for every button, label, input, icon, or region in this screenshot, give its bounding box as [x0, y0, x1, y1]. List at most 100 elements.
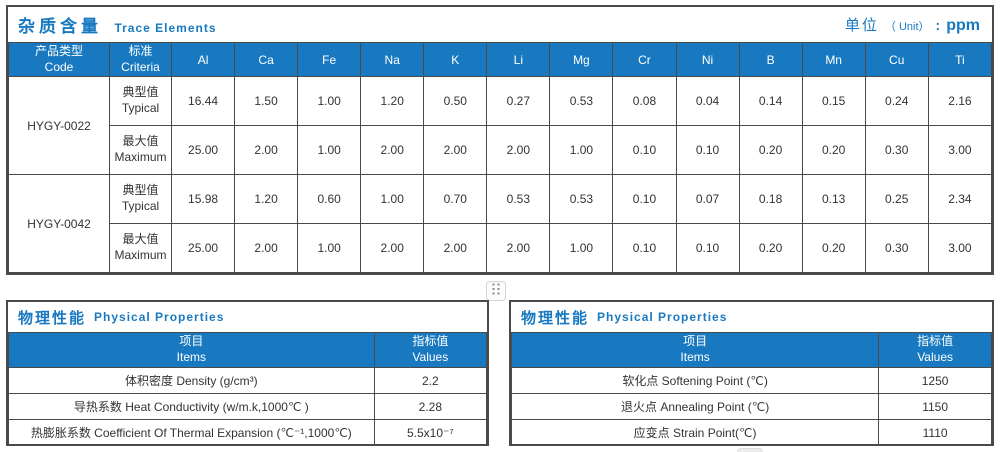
trace-value-cell: 0.30 — [864, 125, 929, 175]
trace-data-row: 最大值 Maximum 25.00 2.00 1.00 2.00 2.00 2.… — [9, 223, 993, 273]
trace-value-cell: 1.00 — [549, 125, 614, 175]
col-header-items: 项目 Items — [8, 332, 375, 368]
criteria-cell: 典型值 Typical — [109, 76, 172, 126]
trace-value-cell: 0.20 — [738, 223, 803, 273]
trace-value-cell: 1.00 — [360, 174, 425, 224]
trace-value-cell: 0.25 — [864, 174, 929, 224]
trace-value-cell: 0.18 — [738, 174, 803, 224]
phys-row: 软化点 Softening Point (℃) 1250 — [510, 367, 992, 394]
unit-label: 单位 （ Unit） : ppm — [845, 14, 980, 35]
trace-value-cell: 2.00 — [360, 125, 425, 175]
phys-item-cell: 软化点 Softening Point (℃) — [510, 367, 880, 394]
col-header-element: Li — [486, 42, 551, 77]
phys-right-title-en: Physical Properties — [597, 310, 728, 324]
col-header-element: Mn — [801, 42, 866, 77]
trace-value-cell: 2.00 — [486, 125, 551, 175]
col-header-code-en: Code — [44, 59, 74, 74]
trace-value-cell: 0.20 — [801, 125, 866, 175]
col-header-items-zh: 项目 — [179, 334, 204, 349]
trace-value-cell: 2.00 — [486, 223, 551, 273]
trace-value-cell: 3.00 — [927, 223, 993, 273]
trace-value-cell: 0.30 — [864, 223, 929, 273]
trace-value-cell: 0.04 — [675, 76, 740, 126]
trace-value-cell: 0.24 — [864, 76, 929, 126]
col-header-values: 指标值 Values — [878, 332, 992, 368]
trace-value-cell: 2.00 — [360, 223, 425, 273]
trace-value-cell: 1.00 — [297, 125, 362, 175]
phys-value-cell: 1250 — [878, 367, 992, 394]
trace-elements-table: 产品类型 Code 标准 Criteria Al Ca Fe Na K Li M… — [8, 42, 993, 273]
phys-item-cell: 热膨胀系数 Coefficient Of Thermal Expansion (… — [8, 419, 375, 446]
trace-value-cell: 0.53 — [549, 76, 614, 126]
drag-handle-partial[interactable] — [737, 448, 763, 452]
criteria-zh: 典型值 — [122, 183, 159, 198]
col-header-element: Cr — [612, 42, 677, 77]
trace-value-cell: 0.08 — [612, 76, 677, 126]
criteria-cell: 典型值 Typical — [109, 174, 172, 224]
trace-data-row: HYGY-0042 典型值 Typical 15.98 1.20 0.60 1.… — [8, 174, 993, 273]
criteria-zh: 最大值 — [122, 134, 159, 149]
trace-value-cell: 0.13 — [801, 174, 866, 224]
phys-value-cell: 2.28 — [373, 393, 488, 420]
trace-titlebar: 杂质含量 Trace Elements 单位 （ Unit） : ppm — [8, 7, 992, 42]
trace-value-cell: 16.44 — [170, 76, 236, 126]
col-header-items: 项目 Items — [510, 332, 880, 368]
trace-value-cell: 1.20 — [360, 76, 425, 126]
phys-row: 应变点 Strain Point(℃) 1110 — [510, 419, 992, 446]
trace-value-cell: 0.10 — [675, 223, 740, 273]
phys-value-cell: 2.2 — [373, 367, 488, 394]
criteria-zh: 最大值 — [122, 232, 159, 247]
trace-value-cell: 0.60 — [297, 174, 362, 224]
col-header-element: Cu — [864, 42, 929, 77]
col-header-items-zh: 项目 — [683, 334, 708, 349]
trace-data-row: 最大值 Maximum 25.00 2.00 1.00 2.00 2.00 2.… — [9, 125, 993, 175]
trace-value-cell: 2.00 — [234, 125, 299, 175]
criteria-en: Typical — [121, 101, 160, 115]
col-header-values-zh: 指标值 — [917, 334, 954, 349]
criteria-zh: 典型值 — [122, 85, 159, 100]
trace-value-cell: 1.00 — [549, 223, 614, 273]
col-header-values-en: Values — [917, 350, 953, 364]
col-header-element: B — [738, 42, 803, 77]
drag-handle[interactable] — [486, 281, 506, 301]
trace-value-cell: 0.10 — [612, 223, 677, 273]
trace-value-cell: 0.70 — [423, 174, 488, 224]
col-header-values-en: Values — [412, 350, 449, 364]
trace-value-cell: 1.00 — [297, 76, 362, 126]
physical-properties-panel-right: 物理性能 Physical Properties 项目 Items 指标值 Va… — [509, 300, 994, 446]
trace-value-cell: 0.53 — [486, 174, 551, 224]
physical-properties-panel-left: 物理性能 Physical Properties 项目 Items 指标值 Va… — [6, 300, 489, 446]
criteria-en: Maximum — [114, 248, 167, 262]
col-header-element: K — [423, 42, 488, 77]
phys-item-cell: 导热系数 Heat Conductivity (w/m.k,1000℃ ) — [8, 393, 375, 420]
trace-value-cell: 0.20 — [738, 125, 803, 175]
trace-value-cell: 15.98 — [170, 174, 236, 224]
phys-right-header-row: 项目 Items 指标值 Values — [510, 332, 992, 368]
trace-value-cell: 2.00 — [423, 223, 488, 273]
trace-value-cell: 0.27 — [486, 76, 551, 126]
unit-label-en: （ Unit） — [884, 21, 930, 33]
trace-value-cell: 2.00 — [423, 125, 488, 175]
phys-value-cell: 5.5x10⁻⁷ — [373, 419, 488, 446]
col-header-code: 产品类型 Code — [8, 42, 110, 77]
trace-value-cell: 0.20 — [801, 223, 866, 273]
trace-value-cell: 0.10 — [612, 174, 677, 224]
trace-header-row: 产品类型 Code 标准 Criteria Al Ca Fe Na K Li M… — [8, 42, 993, 77]
physical-properties-table-left: 项目 Items 指标值 Values 体积密度 Density (g/cm³)… — [8, 332, 488, 446]
criteria-en: Typical — [121, 199, 160, 213]
col-header-criteria-zh: 标准 — [128, 43, 153, 58]
product-code-cell: HYGY-0022 — [8, 76, 110, 175]
unit-label-zh: 单位 — [844, 17, 879, 34]
phys-right-title-zh: 物理性能 — [521, 309, 590, 327]
phys-item-cell: 退火点 Annealing Point (℃) — [510, 393, 880, 420]
trace-elements-panel: 杂质含量 Trace Elements 单位 （ Unit） : ppm 产品类… — [6, 5, 994, 275]
trace-value-cell: 0.15 — [801, 76, 866, 126]
col-header-values: 指标值 Values — [373, 332, 488, 368]
phys-left-header-row: 项目 Items 指标值 Values — [8, 332, 488, 368]
phys-left-titlebar: 物理性能 Physical Properties — [8, 302, 487, 332]
phys-value-cell: 1150 — [878, 393, 992, 420]
trace-value-cell: 0.14 — [738, 76, 803, 126]
phys-left-title-en: Physical Properties — [94, 310, 225, 324]
col-header-element: Mg — [549, 42, 614, 77]
col-header-code-zh: 产品类型 — [34, 43, 83, 58]
